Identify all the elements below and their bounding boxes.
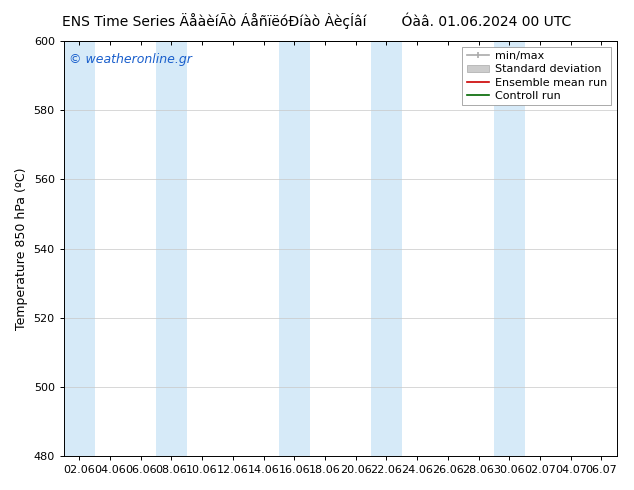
Text: ENS Time Series ÄåàèíÃò ÁåñïëóÐíàò ÀèçÍâí        Óàâ. 01.06.2024 00 UTC: ENS Time Series ÄåàèíÃò ÁåñïëóÐíàò ÀèçÍâ…	[62, 12, 572, 29]
Legend: min/max, Standard deviation, Ensemble mean run, Controll run: min/max, Standard deviation, Ensemble me…	[462, 47, 611, 105]
Bar	[156, 41, 186, 456]
Text: © weatheronline.gr: © weatheronline.gr	[69, 53, 192, 67]
Bar	[64, 41, 94, 456]
Bar	[279, 41, 309, 456]
Y-axis label: Temperature 850 hPa (ºC): Temperature 850 hPa (ºC)	[15, 167, 28, 330]
Bar	[371, 41, 402, 456]
Bar	[494, 41, 524, 456]
